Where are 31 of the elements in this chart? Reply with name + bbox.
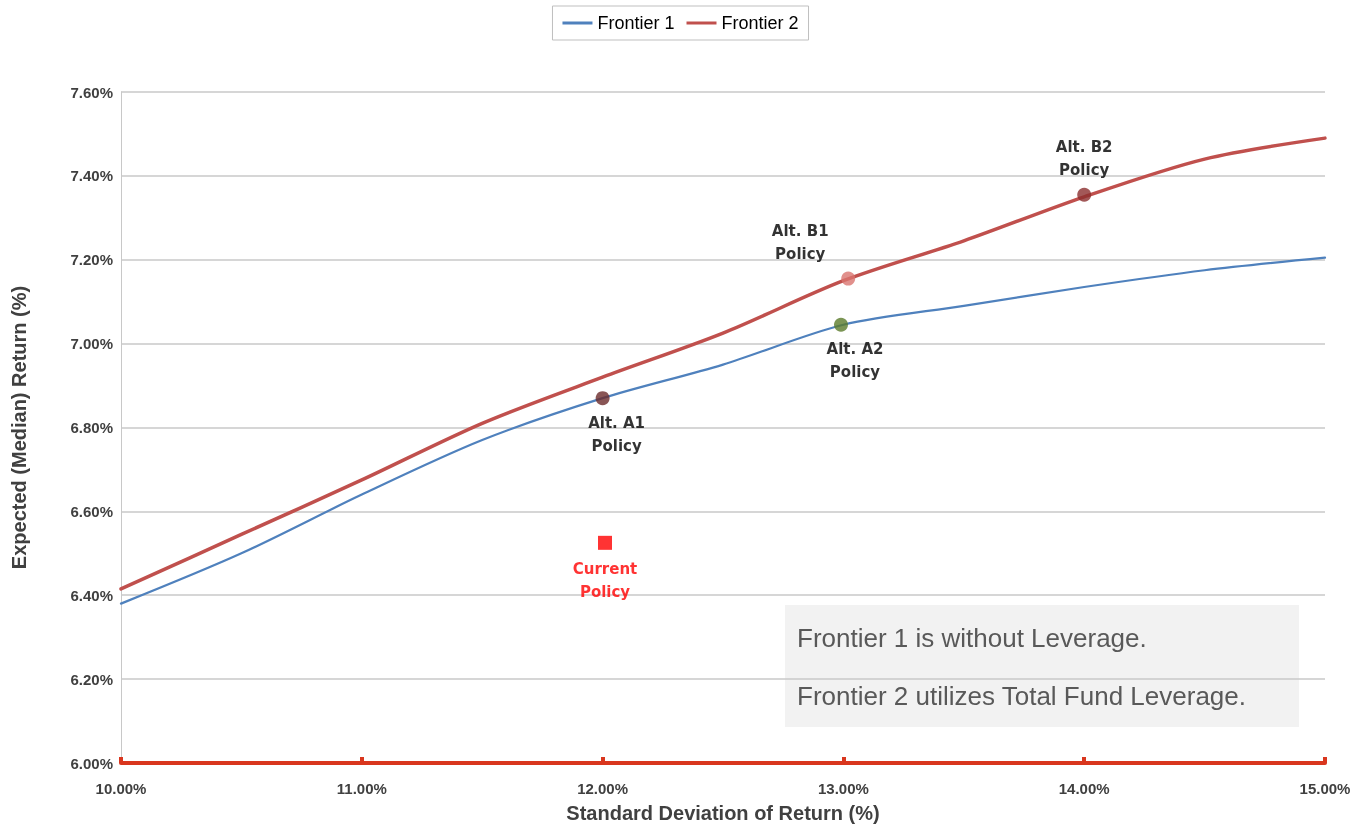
series-label: Current Policy — [572, 560, 638, 602]
y-tick-label: 6.40% — [70, 586, 113, 604]
series-label: Alt. B1 Policy — [771, 222, 829, 264]
y-tick-label: 7.00% — [70, 335, 113, 353]
legend-label: Frontier 2 — [721, 13, 799, 33]
x-tick-label: 13.00% — [817, 780, 869, 797]
series-label: Alt. A2 Policy — [826, 340, 884, 382]
y-tick-label: 6.00% — [70, 754, 113, 772]
x-tick-label: 12.00% — [577, 780, 629, 797]
y-tick-label: 6.80% — [70, 419, 113, 436]
x-tick-label: 10.00% — [95, 780, 147, 797]
y-tick-label: 7.60% — [70, 83, 113, 101]
annotation: Frontier 2 utilizes Total Fund Leverage. — [797, 681, 1246, 711]
point — [598, 535, 613, 550]
point — [595, 391, 610, 406]
series-label: Alt. A1 Policy — [588, 413, 646, 455]
legend-label: Frontier 1 — [597, 13, 675, 33]
point — [834, 317, 848, 332]
y-axis-title: Expected (Median) Return (%) — [8, 285, 30, 570]
x-tick-label: 11.00% — [336, 780, 387, 797]
x-axis-title: Standard Deviation of Return (%) — [566, 802, 880, 824]
x-tick-label: 15.00% — [1299, 780, 1351, 797]
y-tick-label: 6.60% — [70, 502, 113, 520]
x-tick-label: 14.00% — [1058, 780, 1110, 797]
y-tick-label: 6.20% — [70, 670, 113, 688]
y-tick-label: 7.40% — [70, 167, 113, 185]
point — [1077, 187, 1092, 202]
y-tick-label: 7.20% — [70, 251, 113, 269]
annotation: Frontier 1 is without Leverage. — [797, 623, 1147, 653]
series-label: Alt. B2 Policy — [1055, 138, 1113, 180]
point — [841, 271, 856, 286]
